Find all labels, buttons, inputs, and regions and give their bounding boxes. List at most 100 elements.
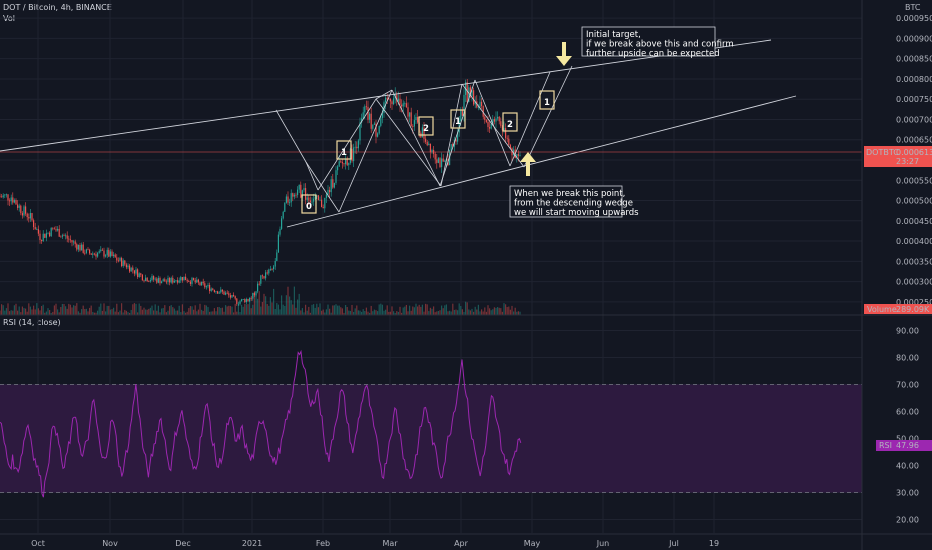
volume-bar [279, 309, 281, 315]
volume-bar [365, 307, 367, 315]
candle-body [493, 119, 495, 122]
volume-bar [26, 311, 28, 315]
candle-body [50, 227, 52, 237]
volume-bar [63, 304, 65, 315]
candle-body [327, 189, 329, 195]
time-tick-label: Dec [175, 539, 190, 548]
volume-bar [465, 301, 467, 315]
candle-body [87, 249, 89, 251]
volume-bar [517, 311, 519, 315]
volume-bar [501, 311, 503, 315]
volume-bar [188, 308, 190, 315]
volume-bar [148, 308, 150, 315]
candle-body [335, 170, 337, 183]
rsi-tick-label: 40.00 [896, 462, 919, 471]
volume-bar [218, 306, 220, 315]
volume-bar [268, 305, 270, 315]
zigzag-segment [275, 109, 307, 163]
rsi-badge-value: 47.96 [896, 441, 919, 450]
volume-bar [330, 312, 332, 315]
volume-bar [452, 303, 454, 315]
volume-bar [37, 308, 39, 315]
candle-body [277, 234, 279, 253]
candle-body [140, 273, 142, 275]
price-badge-countdown: 23:27 [896, 157, 919, 166]
candle-body [370, 113, 372, 129]
candle-body [489, 127, 491, 129]
candle-body [249, 297, 251, 302]
candle-body [92, 253, 94, 255]
candle-body [341, 162, 343, 164]
candle-body [322, 206, 324, 209]
candle-body [165, 281, 167, 283]
symbol-header: DOT / Bitcoin, 4h, BINANCE [3, 3, 112, 12]
zigzag-segment [523, 65, 573, 168]
price-tick-label: 0.00040000 [896, 237, 932, 246]
candle-body [500, 121, 502, 127]
time-tick-label: 2021 [242, 539, 262, 548]
volume-bar [84, 309, 86, 315]
candle-body [15, 200, 17, 205]
candle-body [205, 286, 207, 288]
candle-body [121, 258, 123, 267]
candle-body [36, 229, 38, 231]
candle-body [301, 190, 303, 198]
volume-bar [105, 311, 107, 315]
volume-bar [359, 310, 361, 315]
volume-bar [361, 311, 363, 315]
candle-body [53, 228, 55, 230]
candle-body [55, 229, 57, 231]
volume-bar [381, 304, 383, 315]
candle-body [82, 244, 84, 253]
volume-bar [410, 310, 412, 315]
volume-bar [253, 292, 255, 315]
volume-bar [212, 311, 214, 315]
candle-body [511, 148, 513, 156]
volume-bar [444, 305, 446, 315]
candle-body [233, 295, 235, 297]
volume-bar [18, 306, 20, 315]
volume-bar [202, 310, 204, 315]
candle-body [29, 213, 31, 219]
candle-body [201, 281, 203, 286]
volume-bar [481, 309, 483, 315]
volume-bar [404, 306, 406, 315]
volume-bar [375, 310, 377, 315]
candle-body [463, 94, 465, 116]
volume-bar [385, 309, 387, 315]
candle-body [25, 206, 27, 214]
candle-body [519, 155, 521, 157]
volume-bar [316, 303, 318, 315]
volume-bar [380, 303, 382, 315]
candle-body [101, 249, 103, 251]
price-tick-label: 0.00045000 [896, 217, 932, 226]
candle-body [4, 194, 6, 196]
candle-body [450, 144, 452, 150]
volume-bar [17, 310, 19, 315]
candle-body [210, 288, 212, 292]
candle-body [330, 179, 332, 193]
candle-body [252, 293, 254, 299]
candle-body [177, 280, 179, 283]
volume-bar [20, 312, 22, 315]
candle-body [52, 227, 54, 229]
candle-body [170, 277, 172, 283]
candle-body [281, 218, 283, 229]
volume-bar [239, 312, 241, 315]
candle-body [93, 253, 95, 255]
volume-bar [2, 305, 4, 315]
candle-body [399, 98, 401, 105]
candle-body [167, 278, 169, 282]
top-annotation-line: further upside can be expected [586, 49, 720, 59]
volume-bar [265, 296, 267, 315]
volume-bar [433, 306, 435, 315]
candle-body [311, 201, 313, 203]
volume-bar [172, 307, 174, 315]
volume-bar [130, 309, 132, 315]
candle-body [423, 127, 425, 139]
volume-bar [469, 310, 471, 315]
volume-bar [167, 310, 169, 315]
volume-bar [306, 310, 308, 315]
candle-body [178, 280, 180, 283]
